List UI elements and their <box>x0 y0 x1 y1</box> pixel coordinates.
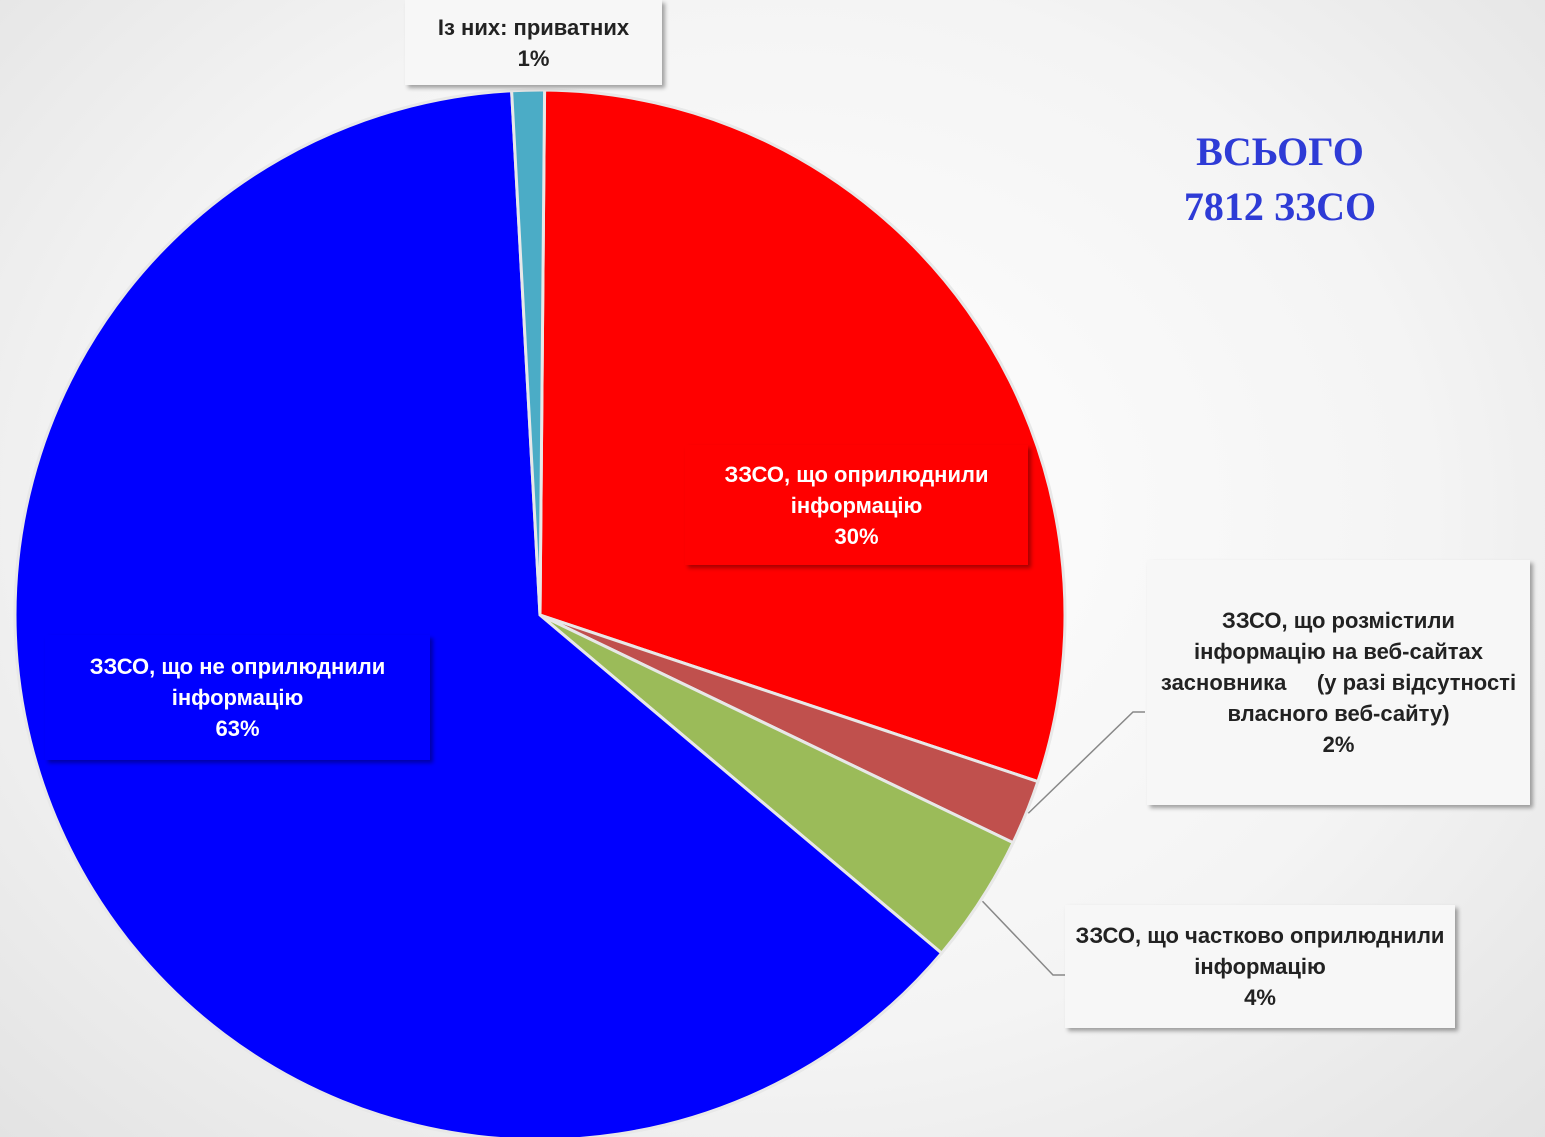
data-label: ЗЗСО, що не оприлюднили інформацію 63% <box>45 635 430 760</box>
label-value: 30% <box>834 523 879 549</box>
pie-slice <box>510 88 547 616</box>
data-label: ЗЗСО, що частково оприлюднили інформацію… <box>1065 905 1455 1028</box>
label-value: 1% <box>517 45 550 71</box>
data-label: Із них: приватних 1% <box>405 0 662 85</box>
leader-line <box>981 900 1065 976</box>
data-label: ЗЗСО, що розмістили інформацію на веб-са… <box>1147 560 1530 805</box>
label-value: 4% <box>1244 985 1276 1010</box>
pie-slice <box>13 89 944 1137</box>
total-annotation: ВСЬОГО <box>1196 129 1364 174</box>
label-name: Із них: приватних <box>437 14 630 40</box>
total-annotation: 7812 ЗЗСО <box>1183 184 1377 229</box>
label-name: ЗЗСО, що не оприлюднили інформацію <box>89 654 392 710</box>
label-name: ЗЗСО, що розмістили інформацію на веб-са… <box>1160 608 1523 726</box>
label-name: ЗЗСО, що частково оприлюднили інформацію <box>1075 923 1451 979</box>
label-value: 63% <box>215 716 260 741</box>
leader-line <box>1027 711 1145 814</box>
pie-slice <box>538 88 1067 784</box>
data-label: ЗЗСО, що оприлюднили інформацію 30% <box>685 445 1028 565</box>
label-name: ЗЗСО, що оприлюднили інформацію <box>724 461 995 518</box>
label-value: 2% <box>1322 732 1355 757</box>
